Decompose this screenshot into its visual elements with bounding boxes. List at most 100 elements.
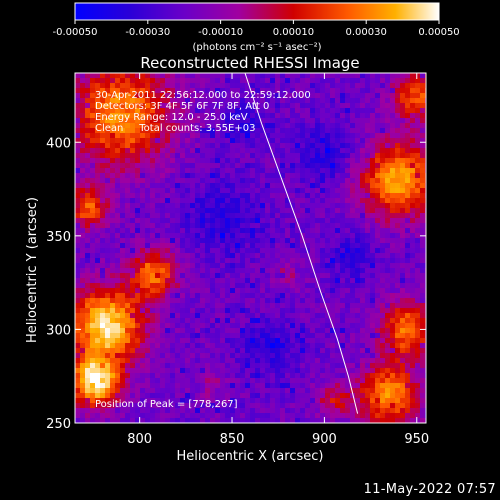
heatmap-cell [265,118,270,123]
heatmap-cell [410,418,415,423]
heatmap-cell [150,293,155,298]
heatmap-cell [185,343,190,348]
heatmap-cell [340,373,345,378]
heatmap-cell [235,283,240,288]
heatmap-cell [290,283,295,288]
heatmap-cell [310,73,315,78]
heatmap-cell [415,218,420,223]
heatmap-cell [195,238,200,243]
heatmap-cell [250,213,255,218]
heatmap-cell [410,398,415,403]
heatmap-cell [170,288,175,293]
heatmap-cell [155,258,160,263]
heatmap-cell [155,158,160,163]
heatmap-cell [140,88,145,93]
heatmap-cell [160,238,165,243]
heatmap-cell [80,158,85,163]
heatmap-cell [75,353,80,358]
heatmap-cell [175,373,180,378]
heatmap-cell [100,183,105,188]
heatmap-cell [80,253,85,258]
heatmap-cell [85,128,90,133]
heatmap-cell [90,128,95,133]
heatmap-cell [205,183,210,188]
heatmap-cell [295,203,300,208]
heatmap-cell [240,298,245,303]
heatmap-cell [415,418,420,423]
heatmap-cell [80,133,85,138]
heatmap-cell [270,113,275,118]
heatmap-cell [395,208,400,213]
heatmap-cell [145,178,150,183]
heatmap-cell [155,253,160,258]
heatmap-cell [275,418,280,423]
heatmap-cell [295,193,300,198]
heatmap-cell [75,253,80,258]
heatmap-cell [340,113,345,118]
heatmap-cell [85,268,90,273]
heatmap-cell [245,163,250,168]
heatmap-cell [315,418,320,423]
heatmap-cell [95,393,100,398]
heatmap-cell [240,198,245,203]
heatmap-cell [285,173,290,178]
heatmap-cell [170,258,175,263]
heatmap-cell [250,238,255,243]
heatmap-cell [145,338,150,343]
heatmap-cell [320,133,325,138]
heatmap-cell [310,178,315,183]
heatmap-cell [205,308,210,313]
heatmap-cell [140,183,145,188]
heatmap-cell [250,133,255,138]
heatmap-cell [245,98,250,103]
heatmap-cell [235,248,240,253]
heatmap-cell [335,203,340,208]
heatmap-cell [350,308,355,313]
heatmap-cell [375,178,380,183]
heatmap-cell [75,143,80,148]
heatmap-cell [310,233,315,238]
heatmap-cell [120,78,125,83]
heatmap-cell [130,298,135,303]
heatmap-cell [240,358,245,363]
heatmap-cell [215,218,220,223]
heatmap-cell [105,233,110,238]
heatmap-cell [190,108,195,113]
heatmap-cell [110,158,115,163]
heatmap-cell [400,178,405,183]
heatmap-cell [80,218,85,223]
heatmap-cell [105,318,110,323]
heatmap-cell [255,313,260,318]
heatmap-cell [330,83,335,88]
heatmap-cell [155,153,160,158]
heatmap-cell [250,183,255,188]
heatmap-cell [345,158,350,163]
heatmap-cell [95,403,100,408]
heatmap-cell [285,228,290,233]
heatmap-cell [140,318,145,323]
heatmap-cell [300,403,305,408]
heatmap-cell [350,368,355,373]
heatmap-cell [395,153,400,158]
heatmap-cell [390,243,395,248]
heatmap-cell [235,288,240,293]
heatmap-cell [285,318,290,323]
heatmap-cell [75,173,80,178]
heatmap-cell [195,113,200,118]
heatmap-cell [350,133,355,138]
heatmap-cell [320,138,325,143]
heatmap-cell [105,308,110,313]
heatmap-cell [150,378,155,383]
heatmap-cell [185,228,190,233]
heatmap-cell [415,228,420,233]
heatmap-cell [420,288,425,293]
heatmap-cell [185,353,190,358]
heatmap-cell [220,93,225,98]
heatmap-cell [215,243,220,248]
heatmap-cell [420,253,425,258]
heatmap-cell [230,413,235,418]
heatmap-cell [360,213,365,218]
heatmap-cell [365,168,370,173]
heatmap-cell [160,148,165,153]
heatmap-cell [410,213,415,218]
